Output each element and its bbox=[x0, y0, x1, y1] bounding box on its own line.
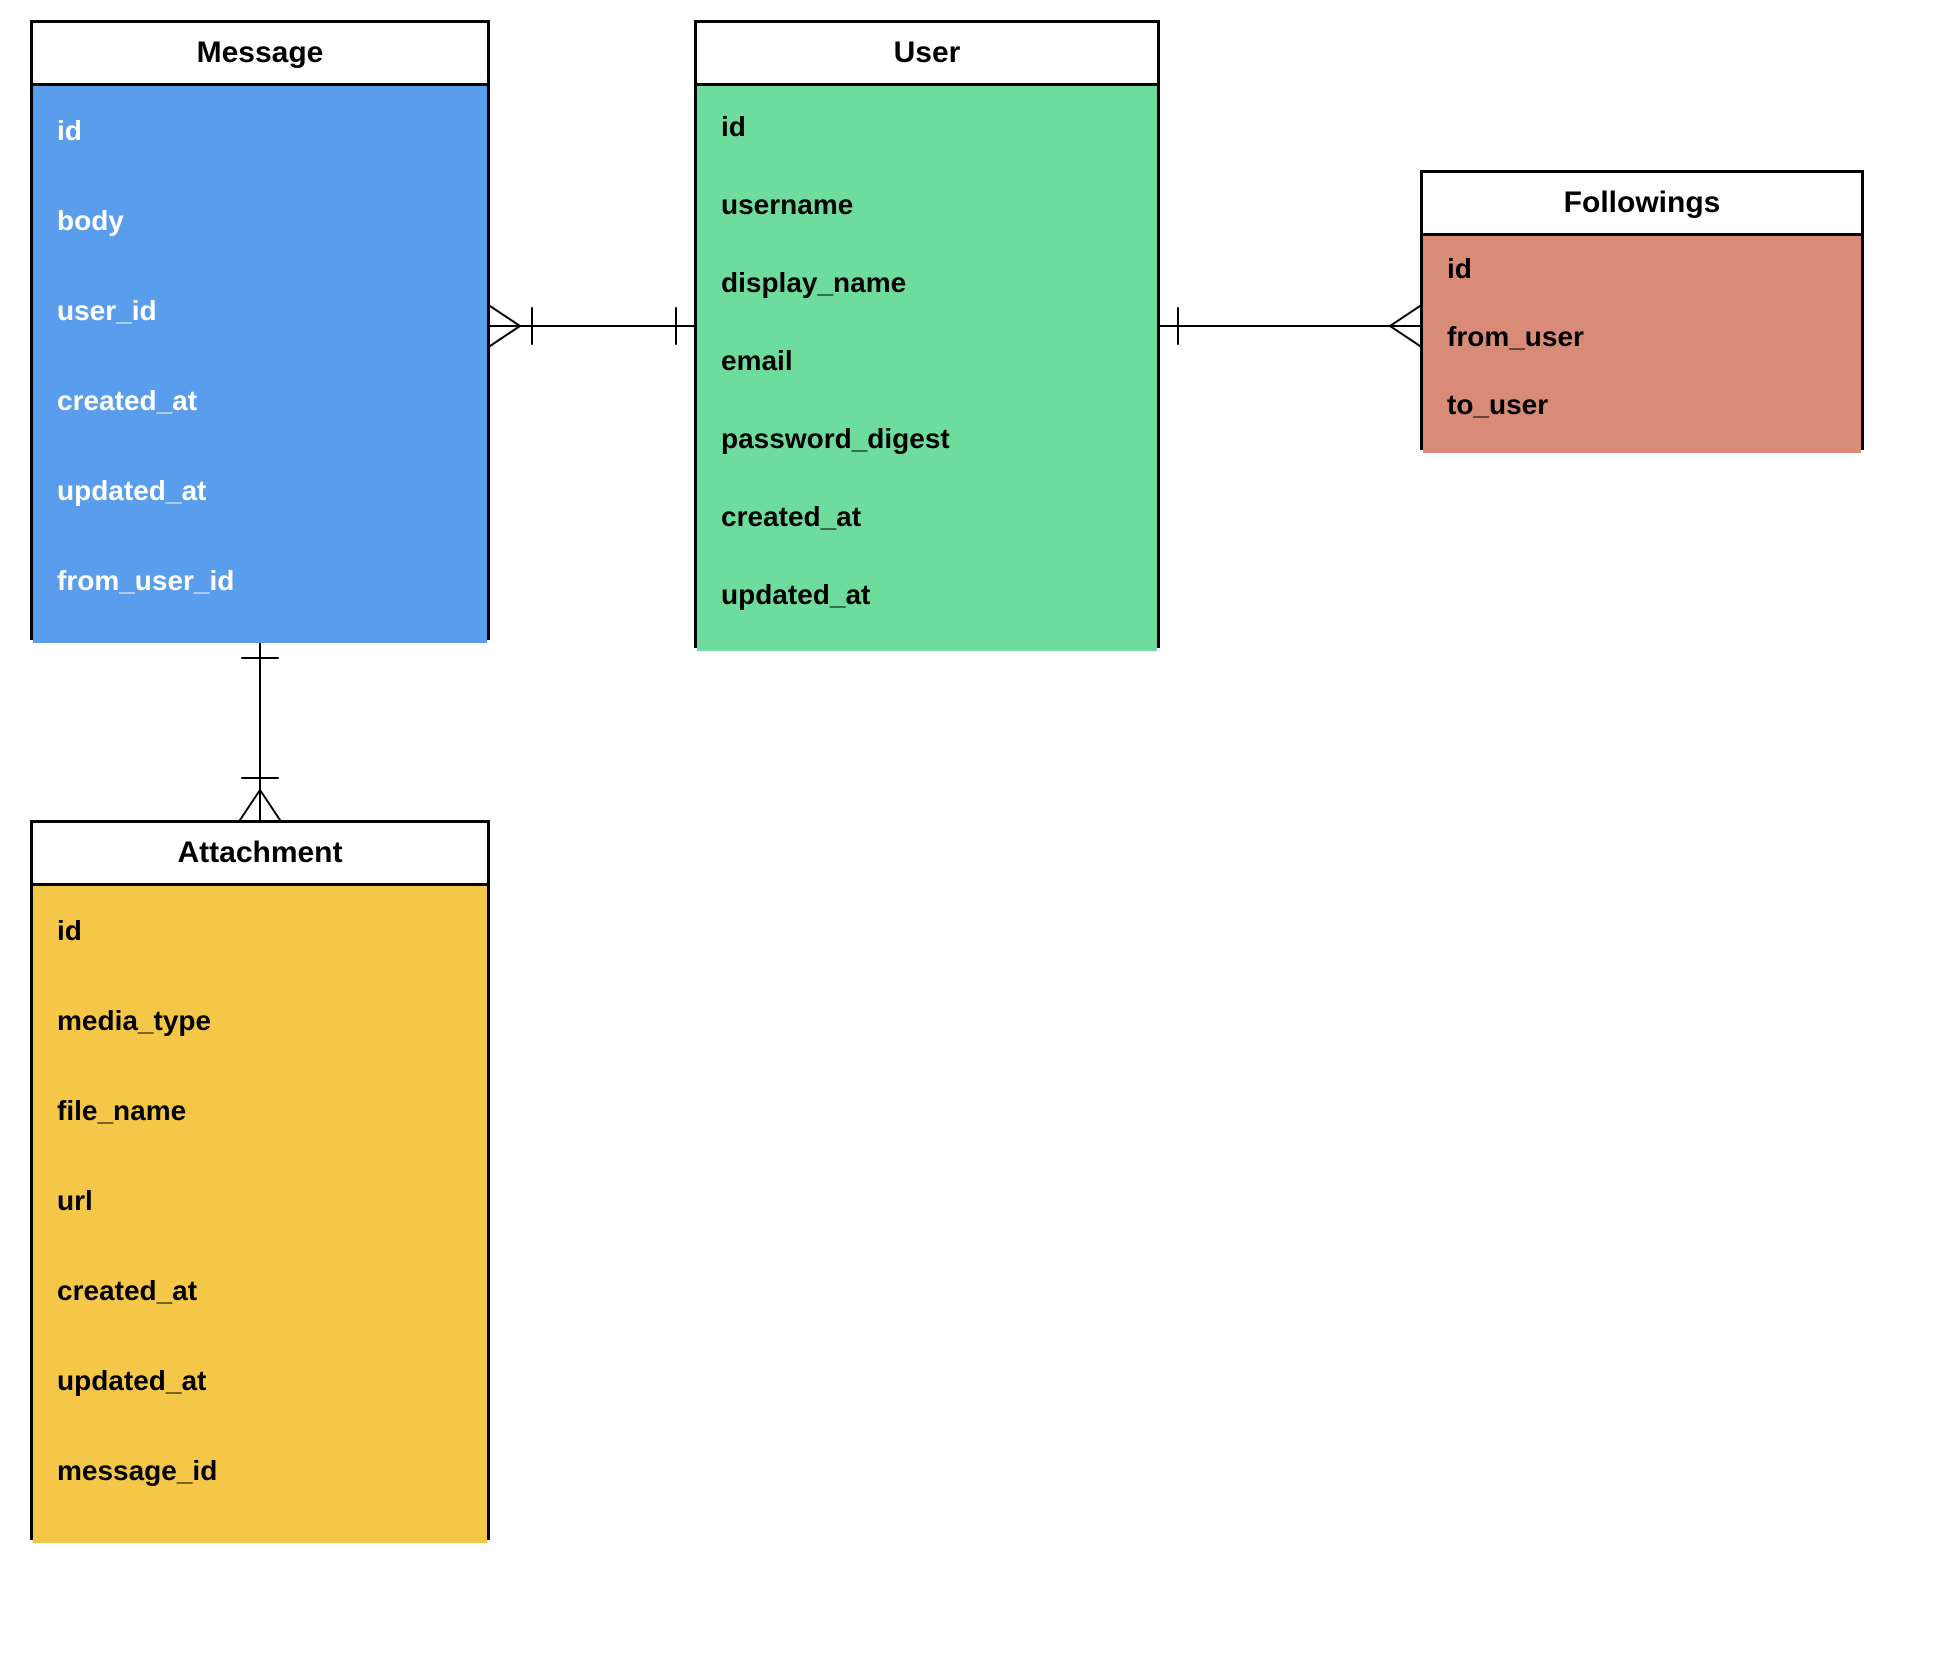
entity-user-body: idusernamedisplay_nameemailpassword_dige… bbox=[697, 86, 1157, 651]
entity-message-field: updated_at bbox=[57, 466, 487, 556]
entity-user-field: updated_at bbox=[721, 574, 1157, 652]
entity-user-field: password_digest bbox=[721, 418, 1157, 496]
entity-attachment-field: created_at bbox=[57, 1266, 487, 1356]
entity-message-title: Message bbox=[33, 23, 487, 86]
entity-user-title: User bbox=[697, 23, 1157, 86]
entity-attachment-body: idmedia_typefile_nameurlcreated_atupdate… bbox=[33, 886, 487, 1543]
er-diagram-canvas: Messageidbodyuser_idcreated_atupdated_at… bbox=[0, 0, 1950, 1656]
entity-user: Useridusernamedisplay_nameemailpassword_… bbox=[694, 20, 1160, 648]
entity-attachment-title: Attachment bbox=[33, 823, 487, 886]
entity-followings: Followingsidfrom_userto_user bbox=[1420, 170, 1864, 450]
entity-followings-title: Followings bbox=[1423, 173, 1861, 236]
entity-followings-field: from_user bbox=[1447, 318, 1861, 386]
entity-attachment-field: file_name bbox=[57, 1086, 487, 1176]
entity-message-body: idbodyuser_idcreated_atupdated_atfrom_us… bbox=[33, 86, 487, 643]
entity-message: Messageidbodyuser_idcreated_atupdated_at… bbox=[30, 20, 490, 640]
entity-attachment: Attachmentidmedia_typefile_nameurlcreate… bbox=[30, 820, 490, 1540]
entity-user-field: email bbox=[721, 340, 1157, 418]
entity-attachment-field: id bbox=[57, 906, 487, 996]
entity-user-field: display_name bbox=[721, 262, 1157, 340]
entity-user-field: username bbox=[721, 184, 1157, 262]
entity-followings-field: id bbox=[1447, 250, 1861, 318]
entity-user-field: id bbox=[721, 106, 1157, 184]
entity-followings-body: idfrom_userto_user bbox=[1423, 236, 1861, 453]
entity-user-field: created_at bbox=[721, 496, 1157, 574]
entity-attachment-field: media_type bbox=[57, 996, 487, 1086]
entity-message-field: user_id bbox=[57, 286, 487, 376]
entity-message-field: body bbox=[57, 196, 487, 286]
entity-attachment-field: url bbox=[57, 1176, 487, 1266]
entity-attachment-field: message_id bbox=[57, 1446, 487, 1536]
entity-message-field: created_at bbox=[57, 376, 487, 466]
entity-attachment-field: updated_at bbox=[57, 1356, 487, 1446]
entity-message-field: from_user_id bbox=[57, 556, 487, 646]
entity-message-field: id bbox=[57, 106, 487, 196]
entity-followings-field: to_user bbox=[1447, 386, 1861, 454]
